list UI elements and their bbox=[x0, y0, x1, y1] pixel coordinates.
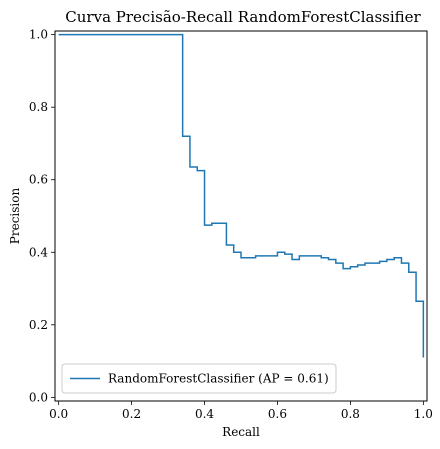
y-tick-label: 0.2 bbox=[29, 318, 48, 332]
y-tick-label: 0.8 bbox=[29, 100, 48, 114]
legend-box bbox=[61, 363, 337, 394]
x-tick-label: 0.2 bbox=[122, 407, 141, 421]
plot-frame bbox=[54, 30, 428, 402]
x-tick-label: 0.4 bbox=[195, 407, 214, 421]
y-axis-label: Precision bbox=[8, 188, 22, 245]
series-line bbox=[58, 33, 425, 358]
y-tick-label: 0.0 bbox=[29, 390, 48, 404]
y-tick-label: 0.6 bbox=[29, 173, 48, 187]
y-tick-label: 0.4 bbox=[29, 245, 48, 259]
x-tick-label: 1.0 bbox=[414, 407, 433, 421]
legend: RandomForestClassifier (AP = 0.61) bbox=[61, 363, 337, 394]
x-axis-label: Recall bbox=[222, 425, 260, 439]
plot-area bbox=[58, 33, 425, 358]
legend-entry-label: RandomForestClassifier (AP = 0.61) bbox=[108, 372, 329, 386]
chart-title: Curva Precisão-Recall RandomForestClassi… bbox=[65, 8, 421, 26]
x-axis-ticks: 0.0 0.2 0.4 0.6 0.8 1.0 bbox=[49, 401, 433, 421]
x-tick-label: 0.8 bbox=[341, 407, 360, 421]
x-tick-label: 0.0 bbox=[49, 407, 68, 421]
x-tick-label: 0.6 bbox=[268, 407, 287, 421]
y-axis-ticks: 0.0 0.2 0.4 0.6 0.8 1.0 bbox=[29, 28, 55, 404]
y-tick-label: 1.0 bbox=[29, 28, 48, 42]
